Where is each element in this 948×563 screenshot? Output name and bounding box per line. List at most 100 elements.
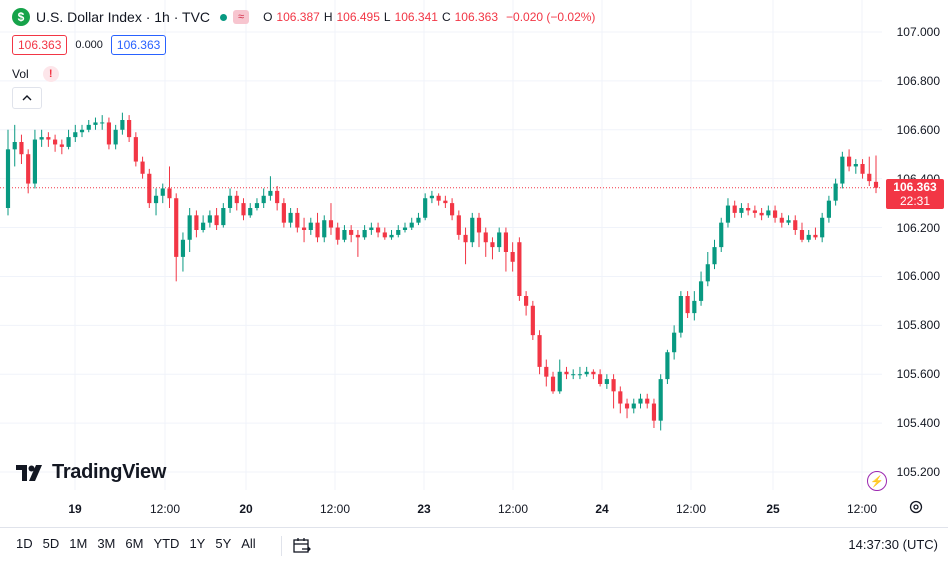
range-button-1m[interactable]: 1M	[69, 536, 88, 551]
volume-label[interactable]: Vol	[12, 67, 29, 81]
candle	[375, 222, 381, 238]
candle	[766, 205, 771, 218]
candle	[470, 212, 475, 248]
settings-icon[interactable]	[908, 499, 924, 515]
delayed-data-badge[interactable]: ≈	[233, 10, 250, 24]
candle	[234, 190, 239, 211]
candle	[840, 151, 845, 189]
candle	[120, 112, 125, 135]
candle	[698, 271, 704, 306]
candle	[577, 366, 583, 380]
chart-pane[interactable]	[0, 0, 882, 490]
candle	[611, 374, 616, 409]
candle	[497, 227, 502, 252]
range-button-1d[interactable]: 1D	[16, 536, 33, 551]
candle	[26, 149, 31, 194]
candle	[140, 156, 145, 179]
candle	[618, 386, 623, 414]
candle	[503, 227, 509, 272]
candle	[793, 215, 798, 235]
candle	[281, 198, 286, 228]
range-button-1y[interactable]: 1Y	[189, 536, 206, 551]
candle	[335, 222, 340, 245]
candle	[355, 230, 360, 257]
candle	[759, 208, 764, 221]
candle	[772, 205, 778, 223]
range-button-5d[interactable]: 5D	[42, 536, 60, 551]
candle	[833, 178, 838, 206]
candle	[59, 139, 64, 155]
range-button-5y[interactable]: 5Y	[215, 536, 232, 551]
range-button-6m[interactable]: 6M	[125, 536, 144, 551]
calendar-range-icon[interactable]	[292, 536, 312, 556]
last-price-value: 106.363	[893, 180, 937, 194]
candle	[429, 190, 434, 204]
candle	[160, 183, 165, 204]
volume-legend: Vol !	[12, 66, 59, 82]
candle	[207, 210, 212, 228]
candle	[201, 215, 206, 233]
buy-price-button[interactable]: 106.363	[110, 35, 167, 55]
chevron-up-icon	[22, 95, 32, 101]
low-label: L	[383, 10, 391, 24]
candle	[813, 227, 818, 240]
last-price-label: 106.363 22:31	[886, 179, 944, 209]
time-tick-label: 12:00	[497, 502, 529, 516]
candle	[79, 124, 85, 138]
date-range-buttons: 1D 5D 1M 3M 6M YTD 1Y 5Y All	[12, 534, 260, 553]
candle	[571, 369, 576, 380]
candle	[328, 203, 334, 235]
price-scale[interactable]: 107.000106.800106.600106.400106.200106.0…	[882, 0, 948, 490]
candle	[382, 227, 387, 240]
candle	[396, 225, 401, 238]
candle	[820, 212, 825, 243]
candle	[530, 300, 535, 340]
candle	[544, 359, 549, 387]
range-button-ytd[interactable]: YTD	[153, 536, 180, 551]
candle	[100, 115, 105, 130]
warning-icon[interactable]: !	[42, 66, 59, 82]
candle	[362, 225, 367, 240]
symbol-title[interactable]: U.S. Dollar Index · 1h · TVC	[36, 9, 211, 25]
candle	[719, 217, 724, 252]
time-tick-label: 12:00	[149, 502, 181, 516]
candle	[806, 230, 811, 243]
time-scale[interactable]: 19 12:00 20 12:00 23 12:00 24 12:00 25 12:00	[0, 490, 948, 524]
candle	[685, 291, 690, 318]
candle	[638, 393, 643, 409]
time-tick-label: 23	[417, 502, 431, 516]
range-button-all[interactable]: All	[241, 536, 256, 551]
utc-clock[interactable]: 14:37:30 (UTC)	[848, 537, 938, 552]
candle	[227, 188, 233, 213]
candle	[409, 217, 414, 230]
candle	[19, 134, 24, 164]
time-tick-label: 24	[595, 502, 609, 516]
candle	[524, 291, 529, 316]
candle	[873, 155, 879, 194]
candle	[254, 198, 260, 211]
sell-price-button[interactable]: 106.363	[12, 35, 68, 55]
candle	[450, 198, 455, 221]
candlestick-chart[interactable]	[0, 0, 882, 490]
candle	[732, 200, 737, 218]
candle	[712, 239, 717, 270]
candle	[463, 227, 468, 265]
bottom-toolbar: 1D 5D 1M 3M 6M YTD 1Y 5Y All 14:37:30 (UTC)	[0, 527, 948, 563]
candle	[624, 398, 630, 419]
candle	[301, 217, 307, 243]
candle	[66, 129, 71, 150]
symbol-legend: $ U.S. Dollar Index · 1h · TVC ≈ O 106.38…	[12, 8, 595, 26]
candle	[672, 325, 677, 360]
candle	[248, 203, 253, 218]
time-tick-label: 19	[68, 502, 82, 516]
candle	[779, 212, 784, 228]
time-tick-label: 20	[239, 502, 253, 516]
bolt-icon[interactable]: ⚡	[867, 471, 887, 491]
collapse-legend-button[interactable]	[12, 87, 42, 109]
candle	[416, 212, 421, 226]
candle	[127, 115, 132, 142]
range-button-3m[interactable]: 3M	[97, 536, 116, 551]
low-value: 106.341	[394, 10, 438, 24]
tradingview-logo[interactable]: TradingView	[16, 461, 166, 484]
price-tick-label: 106.800	[896, 73, 940, 88]
